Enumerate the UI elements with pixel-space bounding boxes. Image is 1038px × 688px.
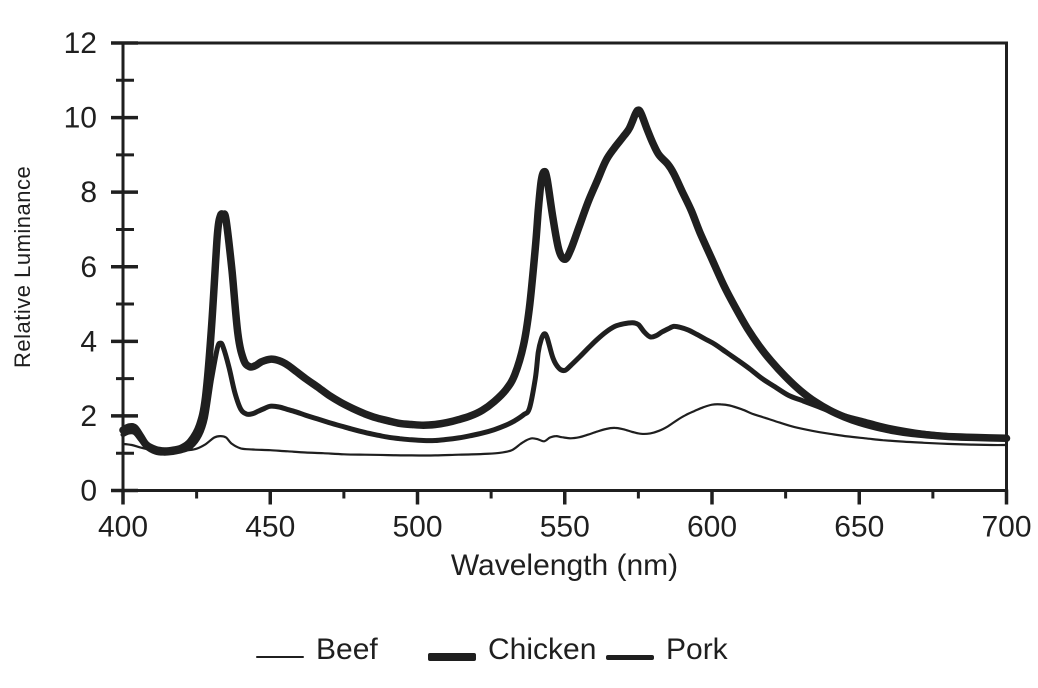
series-line-pork <box>120 320 1009 456</box>
y-axis-tick-labels: 0 2 4 6 8 10 12 <box>64 27 97 508</box>
legend: Beef Chicken Pork <box>0 630 1038 675</box>
y-tick-label: 4 <box>80 325 97 358</box>
legend-item-beef: Beef <box>256 630 378 670</box>
pork-line-swatch-icon <box>606 654 654 660</box>
legend-item-chicken: Chicken <box>428 630 596 670</box>
x-tick-label: 450 <box>245 511 295 544</box>
x-tick-label: 400 <box>98 511 148 544</box>
x-axis-tick-labels: 400 450 500 550 600 650 700 <box>98 511 1032 544</box>
y-tick-label: 6 <box>80 251 97 284</box>
legend-label-pork: Pork <box>666 633 728 666</box>
series-line-chicken <box>119 106 1011 455</box>
legend-label-beef: Beef <box>316 633 378 666</box>
x-tick-label: 600 <box>687 511 737 544</box>
y-tick-label: 12 <box>64 27 97 60</box>
y-tick-label: 2 <box>80 400 97 433</box>
x-tick-label: 550 <box>540 511 590 544</box>
x-tick-label: 700 <box>981 511 1031 544</box>
beef-line-swatch-icon <box>256 655 304 659</box>
x-tick-label: 650 <box>834 511 884 544</box>
x-tick-label: 500 <box>392 511 442 544</box>
chicken-line-swatch-icon <box>428 653 476 661</box>
y-tick-label: 8 <box>80 176 97 209</box>
series-line-beef <box>121 403 1008 457</box>
x-axis-ticks <box>121 489 1009 505</box>
y-axis-title: Relative Luminance <box>10 165 35 368</box>
y-tick-label: 0 <box>80 475 97 508</box>
legend-label-chicken: Chicken <box>488 633 597 666</box>
y-tick-label: 10 <box>64 102 97 135</box>
y-axis-ticks <box>111 41 138 493</box>
x-axis-title: Wavelength (nm) <box>450 549 679 582</box>
legend-item-pork: Pork <box>606 630 728 670</box>
